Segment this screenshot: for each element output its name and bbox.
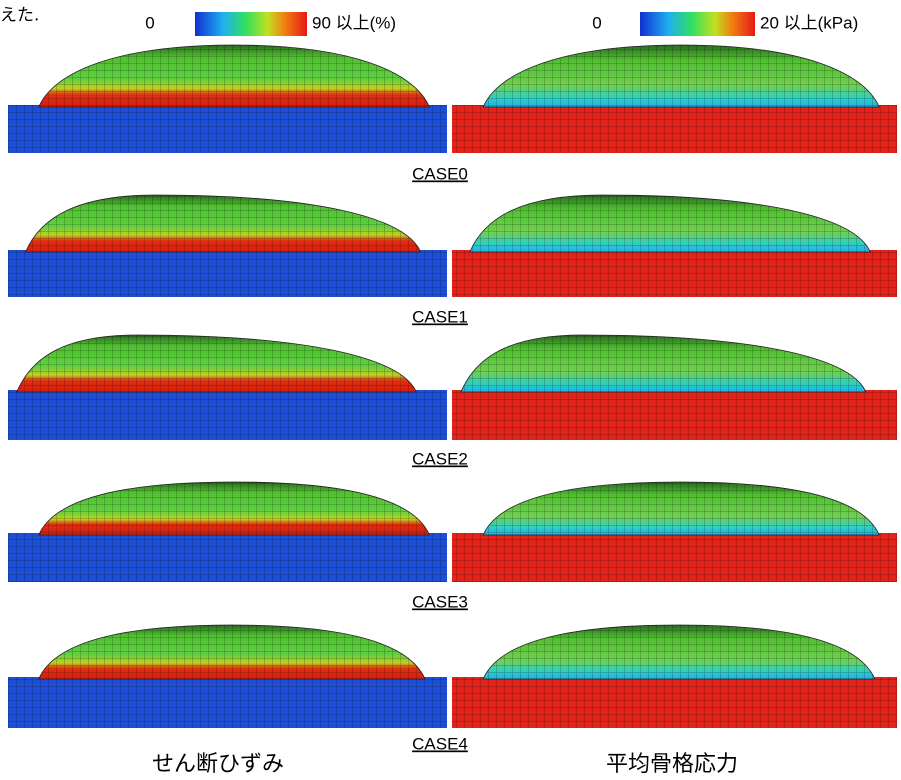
mesh-lines [8, 390, 447, 440]
mesh-lines [39, 482, 430, 535]
mesh-lines [39, 625, 425, 679]
colorbar-min: 0 [592, 13, 601, 32]
mesh-lines [8, 105, 447, 153]
colorbar [195, 12, 307, 36]
mesh-lines [8, 533, 447, 582]
case-label: CASE4 [412, 734, 468, 753]
mesh-lines [461, 335, 866, 392]
mesh-lines [39, 45, 430, 107]
mesh-lines [483, 45, 879, 107]
column-label: 平均骨格応力 [606, 752, 738, 777]
column-label: せん断ひずみ [152, 752, 284, 777]
case-label: CASE1 [412, 307, 468, 326]
mesh-lines [8, 250, 447, 297]
case-label: CASE2 [412, 449, 468, 468]
colorbar-max: 20 以上(kPa) [760, 13, 858, 32]
case-label: CASE0 [412, 164, 468, 183]
mesh-lines [452, 250, 897, 297]
mesh-lines [483, 625, 875, 679]
colorbar-max: 90 以上(%) [312, 13, 396, 32]
mesh-lines [452, 390, 897, 440]
mesh-lines [8, 677, 447, 728]
mesh-lines [452, 677, 897, 728]
colorbar-min: 0 [145, 13, 154, 32]
mesh-lines [452, 533, 897, 582]
colorbar [640, 12, 755, 36]
caption-fragment: えた. [0, 6, 39, 26]
mesh-lines [17, 335, 416, 392]
mesh-lines [452, 105, 897, 153]
case-label: CASE3 [412, 592, 468, 611]
mesh-lines [483, 482, 879, 535]
figure: えた. 0 90 以上(%) 0 20 以上(kPa) せん断ひずみ 平均骨格応… [0, 0, 901, 780]
